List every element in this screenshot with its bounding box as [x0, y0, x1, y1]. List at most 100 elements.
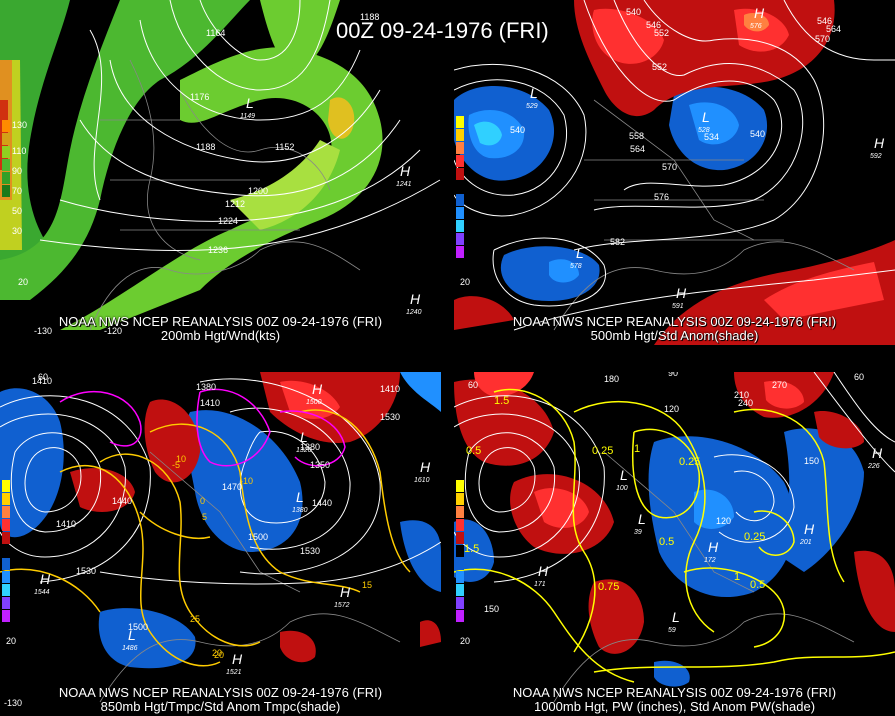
center-letter: H — [420, 459, 431, 475]
pw-label: 0.25 — [592, 445, 613, 457]
contour-label: 1440 — [312, 498, 332, 508]
field-label: 1000mb Hgt, PW (inches), Std Anom PW(sha… — [533, 699, 816, 714]
pw-label: 0.5 — [750, 579, 765, 591]
contour-label: 150 — [484, 604, 499, 614]
source-label: NOAA NWS NCEP REANALYSIS 00Z 09-24-1976 … — [512, 314, 837, 329]
contour-label: 1500 — [248, 532, 268, 542]
page-title: 00Z 09-24-1976 (FRI) — [336, 18, 549, 43]
center-value: 1521 — [226, 669, 242, 676]
legend-label: 130 — [12, 120, 28, 130]
contour-label: 564 — [826, 24, 841, 34]
map-850mb: 1410 1380 1410 1380 1350 1440 1410 1470 … — [0, 372, 441, 716]
center-value: 1240 — [406, 309, 422, 316]
pw-label: 0.25 — [679, 456, 700, 468]
center-value: 100 — [616, 485, 628, 492]
contour-label: 1500 — [128, 622, 148, 632]
contour-label: 1530 — [300, 546, 320, 556]
map-200mb: 1164 1188 1176 1188 1152 1200 1212 1224 … — [0, 0, 441, 345]
pw-label: 0.75 — [598, 581, 619, 593]
center-letter: H — [312, 381, 323, 397]
panel-200mb: 1164 1188 1176 1188 1152 1200 1212 1224 … — [0, 0, 441, 345]
contour-label: 1350 — [310, 460, 330, 470]
temp-label: 20 — [212, 648, 222, 658]
std-anom-legend — [456, 480, 470, 623]
source-label: NOAA NWS NCEP REANALYSIS 00Z 09-24-1976 … — [58, 314, 383, 329]
temp-label: 5 — [202, 512, 207, 522]
center-value: 1149 — [240, 113, 255, 120]
center-value: 1610 — [414, 477, 430, 484]
contour-label: 1236 — [208, 245, 228, 255]
pw-label: 1 — [734, 571, 740, 583]
temp-label: -5 — [172, 460, 180, 470]
contour-label: 240 — [738, 398, 753, 408]
center-letter: H — [874, 135, 885, 151]
panel-500mb: 540 546 552 558 564 570 576 582 540 534 … — [454, 0, 895, 345]
field-label: 200mb Hgt/Wnd(kts) — [160, 328, 281, 343]
center-letter: L — [530, 85, 538, 101]
center-letter: L — [702, 109, 710, 125]
field-label: 850mb Hgt/Tmpc/Std Anom Tmpc(shade) — [100, 699, 341, 714]
lat-label: 60 — [854, 372, 864, 382]
center-value: 592 — [870, 153, 882, 160]
center-value: 1380 — [292, 507, 308, 514]
center-value: 1320 — [296, 447, 312, 454]
pw-label: 0.5 — [466, 445, 481, 457]
center-letter: L — [296, 489, 304, 505]
temp-label: 25 — [190, 614, 200, 624]
center-value: 171 — [534, 581, 546, 588]
pw-label: 1.5 — [494, 395, 509, 407]
contour-label: 552 — [652, 62, 667, 72]
wind-speed-legend: 130 110 90 70 50 30 — [2, 120, 27, 236]
center-value: 1544 — [34, 589, 50, 596]
panel-1000mb-pw: 60 90 120 150 180 210 240 270 120 150 20… — [454, 372, 895, 716]
center-value: 226 — [867, 463, 880, 470]
lat-label: 20 — [18, 277, 28, 287]
center-letter: L — [300, 429, 308, 445]
source-label: NOAA NWS NCEP REANALYSIS 00Z 09-24-1976 … — [58, 685, 383, 700]
contour-label: 120 — [716, 516, 731, 526]
center-letter: H — [40, 571, 51, 587]
center-value: 201 — [799, 539, 812, 546]
contour-label: 180 — [604, 374, 619, 384]
center-value: 1500 — [306, 399, 322, 406]
center-letter: H — [754, 5, 765, 21]
temp-label: 0 — [200, 496, 205, 506]
center-letter: H — [676, 285, 687, 301]
contour-label: 90 — [668, 372, 678, 378]
center-value: 591 — [672, 303, 684, 310]
contour-label: 1176 — [190, 92, 209, 102]
center-letter: H — [538, 563, 549, 579]
contour-label: 570 — [815, 34, 830, 44]
center-letter: H — [708, 539, 719, 555]
contour-label: 540 — [626, 7, 641, 17]
contour-label: 150 — [804, 456, 819, 466]
center-letter: H — [410, 291, 421, 307]
center-letter: H — [872, 445, 883, 461]
pw-label: 1 — [634, 443, 640, 455]
center-value: 172 — [704, 557, 716, 564]
contour-label: 540 — [510, 125, 525, 135]
legend-label: 110 — [12, 146, 27, 156]
contour-label: 546 — [817, 16, 832, 26]
contour-label: 558 — [629, 131, 644, 141]
lat-label: 20 — [460, 277, 470, 287]
center-value: 578 — [570, 263, 582, 270]
contour-label: 582 — [610, 237, 625, 247]
contour-label: 1530 — [380, 412, 400, 422]
legend-label: 90 — [12, 166, 23, 176]
center-letter: L — [672, 609, 680, 625]
contour-label: 564 — [630, 144, 645, 154]
center-value: 59 — [668, 627, 676, 634]
contour-label: 120 — [664, 404, 679, 414]
pw-label: 1.5 — [464, 543, 479, 555]
contour-label: 1200 — [248, 186, 268, 196]
lat-label: 60 — [38, 372, 48, 382]
center-letter: H — [400, 163, 411, 179]
contour-label: 1380 — [196, 382, 216, 392]
contour-label: 1470 — [222, 482, 242, 492]
center-letter: L — [638, 511, 646, 527]
center-value: 528 — [698, 127, 710, 134]
lon-label: -120 — [104, 326, 122, 336]
center-letter: H — [804, 521, 815, 537]
contour-label: 1164 — [206, 28, 225, 38]
